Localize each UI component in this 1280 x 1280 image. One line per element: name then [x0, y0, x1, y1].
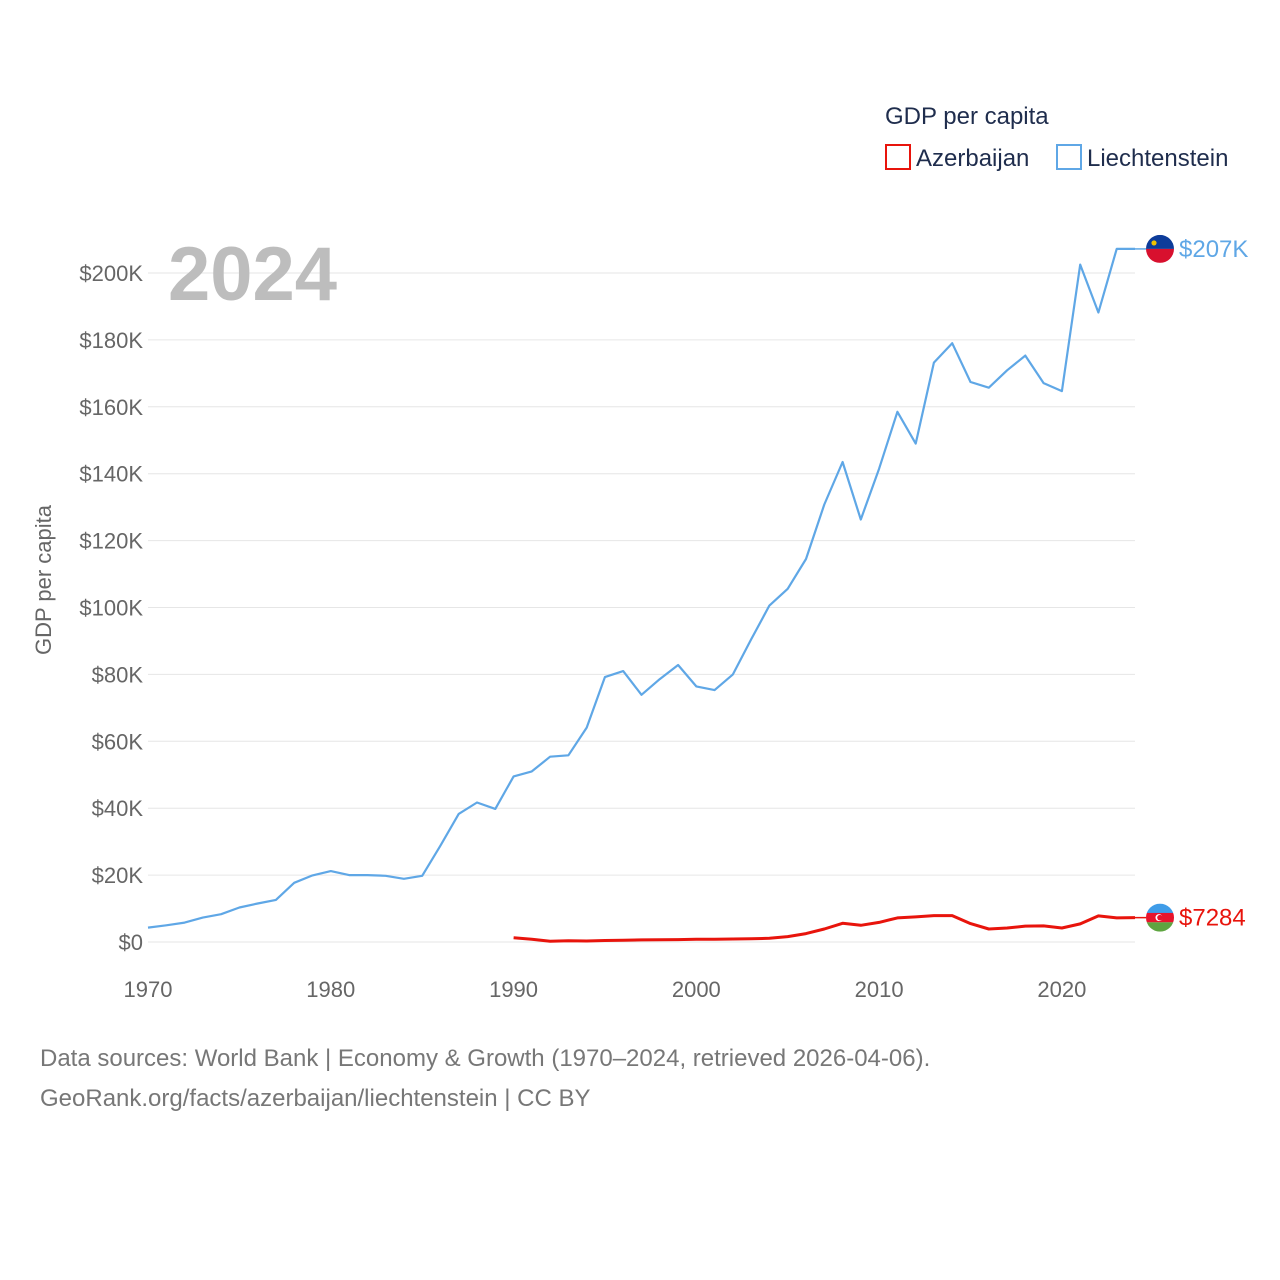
legend: GDP per capita Azerbaijan Liechtenstein [885, 103, 1228, 172]
x-axis-ticks: 1970 1980 1990 2000 2010 2020 [124, 977, 1087, 1002]
footer-sources: Data sources: World Bank | Economy & Gro… [40, 1045, 931, 1072]
y-tick-label: $200K [79, 261, 143, 286]
legend-title: GDP per capita [885, 103, 1049, 130]
series-line-liechtenstein[interactable] [147, 247, 1135, 929]
x-tick-label: 1980 [306, 977, 355, 1002]
legend-label-azerbaijan[interactable]: Azerbaijan [916, 145, 1029, 172]
x-tick-label: 2000 [672, 977, 721, 1002]
y-tick-label: $60K [92, 729, 144, 754]
liechtenstein-flag-icon [1146, 234, 1174, 263]
year-label: 2024 [168, 232, 337, 317]
series-lines [147, 247, 1136, 943]
footer-attribution[interactable]: GeoRank.org/facts/azerbaijan/liechtenste… [40, 1085, 591, 1112]
y-tick-label: $100K [79, 596, 143, 621]
y-axis-ticks: $0 $20K $40K $60K $80K $100K $120K $140K $160K $1… [79, 261, 143, 955]
legend-label-liechtenstein[interactable]: Liechtenstein [1087, 145, 1228, 172]
x-tick-label: 2010 [855, 977, 904, 1002]
x-tick-label: 1970 [124, 977, 173, 1002]
y-tick-label: $0 [119, 930, 143, 955]
end-value-label-liechtenstein: $207K [1179, 236, 1248, 263]
gridlines [148, 272, 1135, 943]
y-tick-label: $20K [92, 863, 144, 888]
end-value-label-azerbaijan: $7284 [1179, 905, 1246, 932]
end-markers: $7284 $207K [1135, 234, 1248, 932]
y-axis-label: GDP per capita [31, 504, 56, 655]
azerbaijan-flag-icon [1146, 903, 1174, 932]
series-line-azerbaijan[interactable] [513, 914, 1136, 943]
x-tick-label: 1990 [489, 977, 538, 1002]
y-tick-label: $140K [79, 462, 143, 487]
y-tick-label: $180K [79, 328, 143, 353]
y-tick-label: $80K [92, 662, 144, 687]
y-tick-label: $120K [79, 529, 143, 554]
y-tick-label: $40K [92, 796, 144, 821]
x-tick-label: 2020 [1037, 977, 1086, 1002]
legend-swatch-azerbaijan[interactable] [885, 144, 911, 170]
y-tick-label: $160K [79, 395, 143, 420]
legend-swatch-liechtenstein[interactable] [1056, 144, 1082, 170]
